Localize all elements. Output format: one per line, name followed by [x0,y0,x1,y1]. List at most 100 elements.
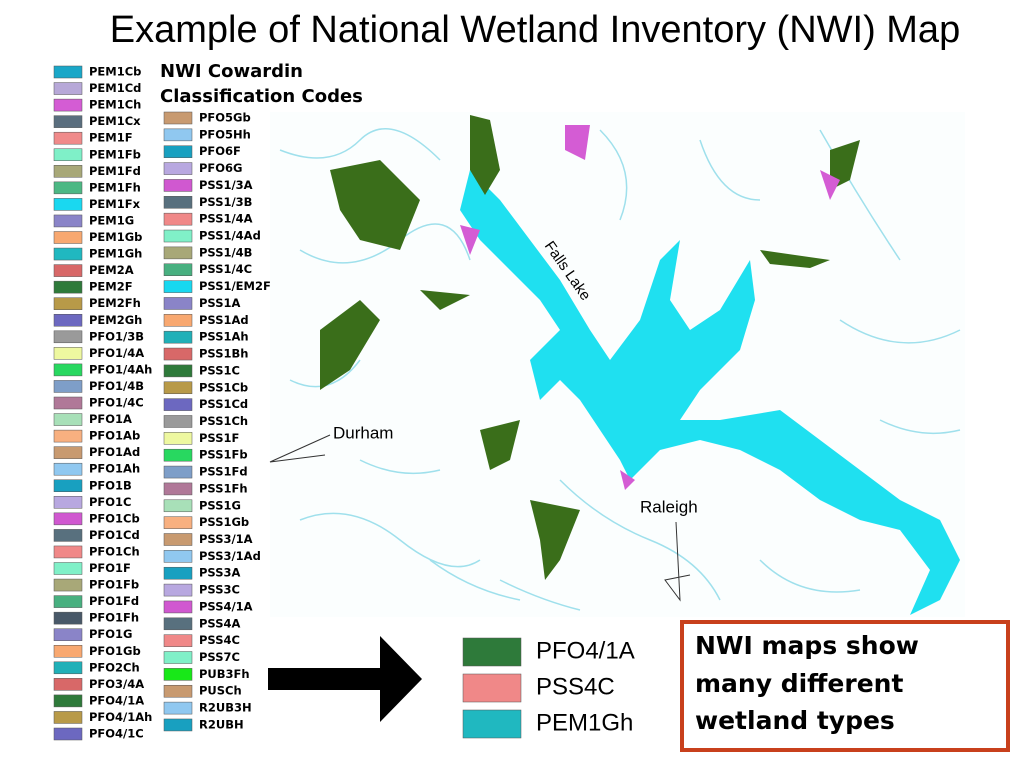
legend-swatch [163,229,193,243]
legend-swatch [53,628,83,641]
legend-swatch [53,529,83,542]
legend-swatch [163,314,193,327]
legend: PEM1Cb PEM1Cd PEM1Ch PEM1Cx PEM1F PEM1Fb PEM1F… [53,65,271,741]
legend-swatch [53,595,83,608]
city-label: Raleigh [640,497,698,516]
legend-swatch [53,297,83,310]
legend-label: PUB3Fh [199,667,250,681]
legend-label: PEM1Ch [89,98,141,112]
legend-swatch [163,634,193,647]
legend-swatch [163,668,193,681]
legend-label: PSS1Cd [199,397,248,411]
legend-swatch [53,678,83,691]
legend-label: PEM1Fb [89,147,141,161]
legend-label: PFO6G [199,161,243,175]
legend-swatch [163,145,193,158]
legend-label: PEM1Cx [89,114,141,128]
city-label: Durham [333,423,393,442]
note-box [680,620,1010,752]
legend-swatch [53,214,83,228]
callout-legend: PFO4/1A PSS4C PEM1Gh [462,637,635,739]
legend-label: PEM1Fh [89,180,141,194]
legend-swatch [163,516,193,529]
legend-label: PSS1/4Ad [199,229,261,243]
legend-label: PFO1Ah [89,462,140,476]
legend-label: PSS1G [199,498,241,512]
legend-swatch [163,718,193,732]
legend-swatch [163,465,193,479]
legend-label: PSS1Fb [199,448,248,462]
legend-label: PSS3/1Ad [199,549,261,563]
legend-swatch [53,380,83,393]
arrow-head [380,636,422,722]
legend-label: PSS1/4A [199,212,253,226]
legend-label: PEM1Fd [89,164,141,178]
legend-label: PEM1G [89,213,134,227]
city-pointer [269,434,331,463]
legend-swatch [163,482,193,496]
legend-label: PEM2F [89,280,133,294]
legend-swatch [163,128,193,142]
legend-label: PSS1/4B [199,245,252,259]
legend-swatch [53,363,83,377]
legend-label: PFO1Fh [89,611,139,625]
legend-label: PFO1Ad [89,445,140,459]
legend-label: PFO1Fb [89,578,139,592]
legend-label: R2UBH [199,717,244,731]
legend-swatch [163,162,193,175]
legend-swatch [163,381,193,395]
legend-label: PFO2Ch [89,660,140,674]
legend-swatch [53,165,83,178]
legend-swatch [53,727,83,741]
legend-label: PSS3A [199,566,240,580]
forested-wetlands [320,115,860,580]
legend-label: PSS1Gb [199,515,249,529]
legend-swatch [163,651,193,664]
legend-label: PFO5Gb [199,111,251,125]
legend-swatch [163,533,193,546]
legend-swatch [53,131,83,145]
legend-swatch [53,562,83,575]
legend-label: PFO1A [89,412,132,426]
legend-label: PSS4/1A [199,599,253,613]
legend-label: PSS3/1A [199,532,253,546]
legend-swatch [53,82,83,95]
legend-label: PSS1Ad [199,313,249,327]
legend-swatch [163,263,193,276]
legend-label: PEM1Fx [89,197,141,211]
legend-label: PSS1Ah [199,330,249,344]
lake [460,170,960,615]
legend-swatch [53,611,83,625]
legend-swatch [163,583,193,597]
legend-label: PFO3/4A [89,677,144,691]
legend-swatch [53,198,83,211]
legend-label: PEM1Gb [89,230,142,244]
legend-label: PSS1/EM2F [199,279,271,293]
legend-label: PEM1F [89,131,133,145]
legend-swatch [53,578,83,592]
legend-swatch [53,429,83,443]
legend-heading: NWI Cowardin [160,61,303,82]
note-text: many different [695,669,903,698]
legend-swatch [53,98,83,112]
legend-label: PEM1Cd [89,81,141,95]
legend-swatch [163,566,193,580]
legend-label: PEM2A [89,263,134,277]
legend-label: PSS1Bh [199,347,248,361]
legend-label: PFO1Ab [89,429,140,443]
legend-label: PFO1/4A [89,346,144,360]
legend-swatch [53,413,83,426]
legend-swatch [53,645,83,658]
legend-label: PFO1/4Ah [89,362,152,376]
legend-swatch [163,448,193,462]
callout-label: PFO4/1A [536,637,635,664]
legend-label: PFO6F [199,144,241,158]
legend-label: PSS3C [199,583,240,597]
legend-label: PSS7C [199,650,240,664]
legend-swatch [163,196,193,209]
legend-swatch [163,600,193,614]
legend-swatch [163,364,193,378]
legend-swatch [53,347,83,360]
legend-label: PSS1F [199,431,239,445]
legend-swatch [53,545,83,559]
